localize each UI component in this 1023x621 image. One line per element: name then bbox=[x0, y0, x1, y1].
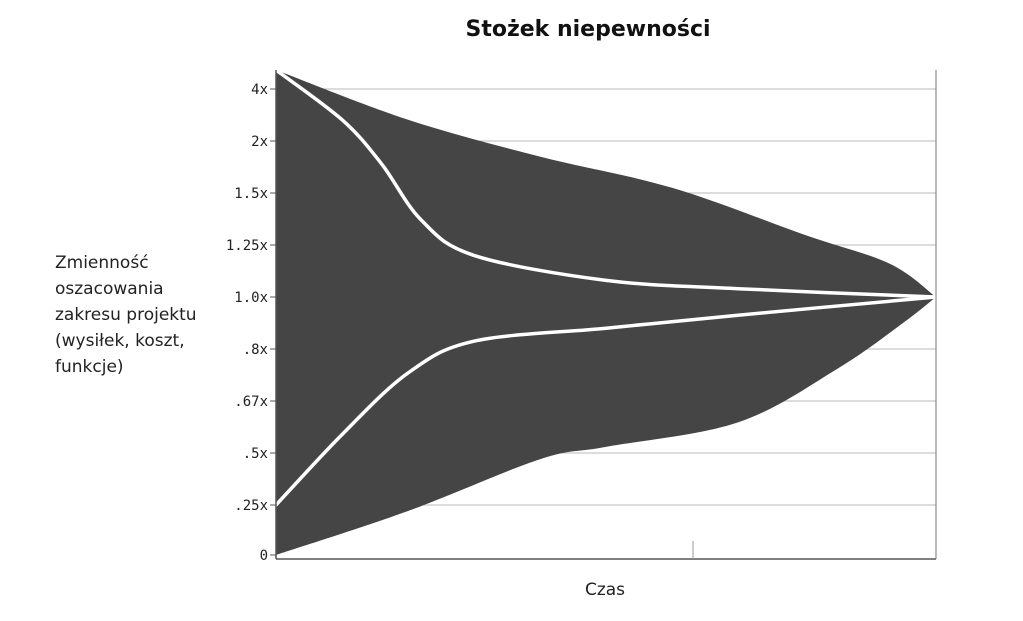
y-tick-label: 2x bbox=[251, 134, 268, 150]
cone-area bbox=[276, 70, 936, 555]
y-axis-label-line-4: (wysiłek, koszt, bbox=[55, 331, 185, 351]
estimate-upper-curve bbox=[274, 68, 938, 299]
y-axis-label: Zmienność oszacowania zakresu projektu (… bbox=[55, 253, 197, 377]
axes bbox=[275, 70, 937, 560]
estimate-curves bbox=[274, 68, 938, 507]
y-tick-label: .67x bbox=[234, 394, 268, 410]
y-axis-label-line-5: funkcje) bbox=[55, 357, 124, 377]
y-tick-label: .5x bbox=[243, 446, 268, 462]
y-tick-label: .25x bbox=[234, 498, 268, 514]
y-tick-label: 4x bbox=[251, 82, 268, 98]
cone-of-uncertainty bbox=[276, 70, 936, 555]
estimate-lower-curve bbox=[274, 295, 938, 507]
y-tick-label: 0 bbox=[260, 548, 268, 564]
y-tick-label: 1.5x bbox=[234, 186, 268, 202]
y-tick-labels: 4x 2x 1.5x 1.25x 1.0x .8x .67x .5x .25x 0 bbox=[226, 82, 276, 564]
y-tick-label: 1.0x bbox=[234, 290, 268, 306]
y-tick-label: 1.25x bbox=[226, 238, 268, 254]
y-axis-label-line-2: oszacowania bbox=[55, 279, 164, 299]
y-tick-label: .8x bbox=[243, 342, 268, 358]
y-axis-label-line-1: Zmienność bbox=[55, 253, 149, 273]
chart-title: Stożek niepewności bbox=[465, 17, 710, 42]
y-axis-label-line-3: zakresu projektu bbox=[55, 305, 197, 325]
x-axis-label: Czas bbox=[585, 580, 625, 600]
